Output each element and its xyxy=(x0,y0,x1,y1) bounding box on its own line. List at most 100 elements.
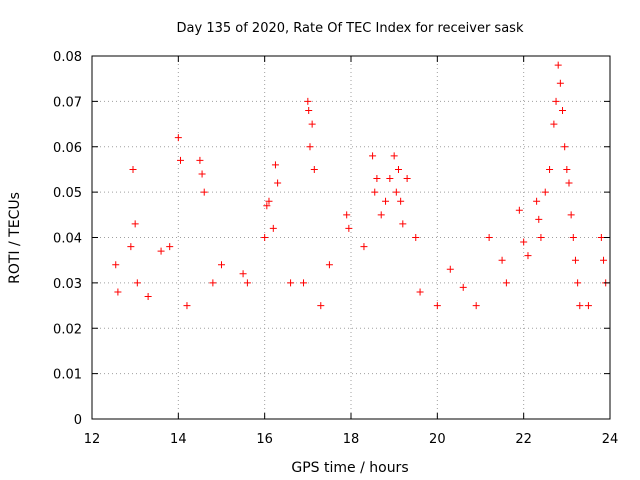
data-point xyxy=(377,211,385,219)
data-point xyxy=(392,188,400,196)
data-point xyxy=(265,197,273,205)
data-point xyxy=(310,165,318,173)
data-point xyxy=(561,143,569,151)
data-point xyxy=(515,206,523,214)
data-point xyxy=(567,211,575,219)
data-point xyxy=(345,224,353,232)
data-point xyxy=(373,175,381,183)
data-point xyxy=(174,134,182,142)
y-tick-label: 0.07 xyxy=(53,95,82,110)
x-tick-label: 18 xyxy=(343,432,360,447)
data-point xyxy=(131,220,139,228)
data-point xyxy=(574,279,582,287)
x-tick-label: 16 xyxy=(256,432,273,447)
data-point xyxy=(127,243,135,251)
data-point xyxy=(382,197,390,205)
data-point xyxy=(369,152,377,160)
data-point xyxy=(556,79,564,87)
data-point xyxy=(472,302,480,310)
data-point xyxy=(524,252,532,260)
data-point xyxy=(371,188,379,196)
data-point xyxy=(243,279,251,287)
data-point xyxy=(209,279,217,287)
data-point xyxy=(394,165,402,173)
grid-lines xyxy=(92,56,610,419)
data-point xyxy=(271,161,279,169)
data-point xyxy=(459,283,467,291)
data-point xyxy=(554,61,562,69)
x-tick-label: 24 xyxy=(602,432,619,447)
data-point xyxy=(133,279,141,287)
x-tick-label: 20 xyxy=(429,432,446,447)
data-point xyxy=(304,97,312,105)
data-point xyxy=(446,265,454,273)
data-point xyxy=(412,234,420,241)
data-point xyxy=(403,175,411,183)
data-point xyxy=(559,106,567,114)
y-tick-label: 0.08 xyxy=(53,50,82,65)
data-point xyxy=(300,279,308,287)
y-tick-label: 0.03 xyxy=(53,277,82,292)
data-point xyxy=(597,234,605,241)
data-point xyxy=(114,288,122,296)
data-point xyxy=(541,188,549,196)
data-point xyxy=(261,234,269,241)
data-point xyxy=(485,234,493,241)
data-point xyxy=(183,302,191,310)
data-point xyxy=(317,302,325,310)
y-tick-label: 0.01 xyxy=(53,368,82,383)
y-tick-label: 0.02 xyxy=(53,322,82,337)
x-tick-label: 14 xyxy=(170,432,187,447)
data-point xyxy=(390,152,398,160)
x-tick-label: 22 xyxy=(515,432,532,447)
data-point xyxy=(433,302,441,310)
data-point xyxy=(129,165,137,173)
data-point xyxy=(550,120,558,128)
data-point xyxy=(308,120,316,128)
data-point xyxy=(343,211,351,219)
axis-ticks: 12 14 16 18 20 22 24 0 0.01 0.02 0.03 0.04 0.05 0.06 0… xyxy=(53,50,618,447)
y-tick-label: 0.05 xyxy=(53,186,82,201)
data-point xyxy=(537,234,545,241)
data-point xyxy=(533,197,541,205)
y-tick-label: 0.06 xyxy=(53,141,82,156)
data-point xyxy=(520,238,528,246)
data-point xyxy=(176,156,184,164)
x-tick-label: 12 xyxy=(84,432,101,447)
data-point xyxy=(565,179,573,187)
data-point xyxy=(218,261,225,269)
data-point xyxy=(263,202,271,210)
data-point xyxy=(196,156,204,164)
data-point xyxy=(287,279,295,287)
data-point xyxy=(166,243,174,251)
data-point xyxy=(546,165,554,173)
data-point xyxy=(576,302,584,310)
data-point xyxy=(552,97,560,105)
data-point xyxy=(563,165,571,173)
data-point xyxy=(305,106,313,114)
y-axis-title: ROTI / TECUs xyxy=(7,192,23,284)
data-point xyxy=(198,170,206,178)
data-point xyxy=(269,224,277,232)
x-axis-title: GPS time / hours xyxy=(291,460,408,476)
data-point xyxy=(306,143,314,151)
chart-title: Day 135 of 2020, Rate Of TEC Index for r… xyxy=(177,21,524,36)
data-point xyxy=(416,288,424,296)
data-point xyxy=(498,256,506,264)
data-point xyxy=(325,261,333,269)
data-point xyxy=(571,256,579,264)
data-point xyxy=(157,247,165,255)
data-point xyxy=(360,243,368,251)
data-point xyxy=(569,234,577,241)
data-point xyxy=(535,215,543,223)
y-tick-label: 0 xyxy=(74,413,82,428)
data-point xyxy=(386,175,394,183)
data-point xyxy=(200,188,208,196)
data-point xyxy=(399,220,407,228)
data-point xyxy=(397,197,405,205)
data-point xyxy=(274,179,282,187)
data-point xyxy=(600,256,608,264)
data-point xyxy=(144,292,152,300)
data-points xyxy=(112,61,610,310)
